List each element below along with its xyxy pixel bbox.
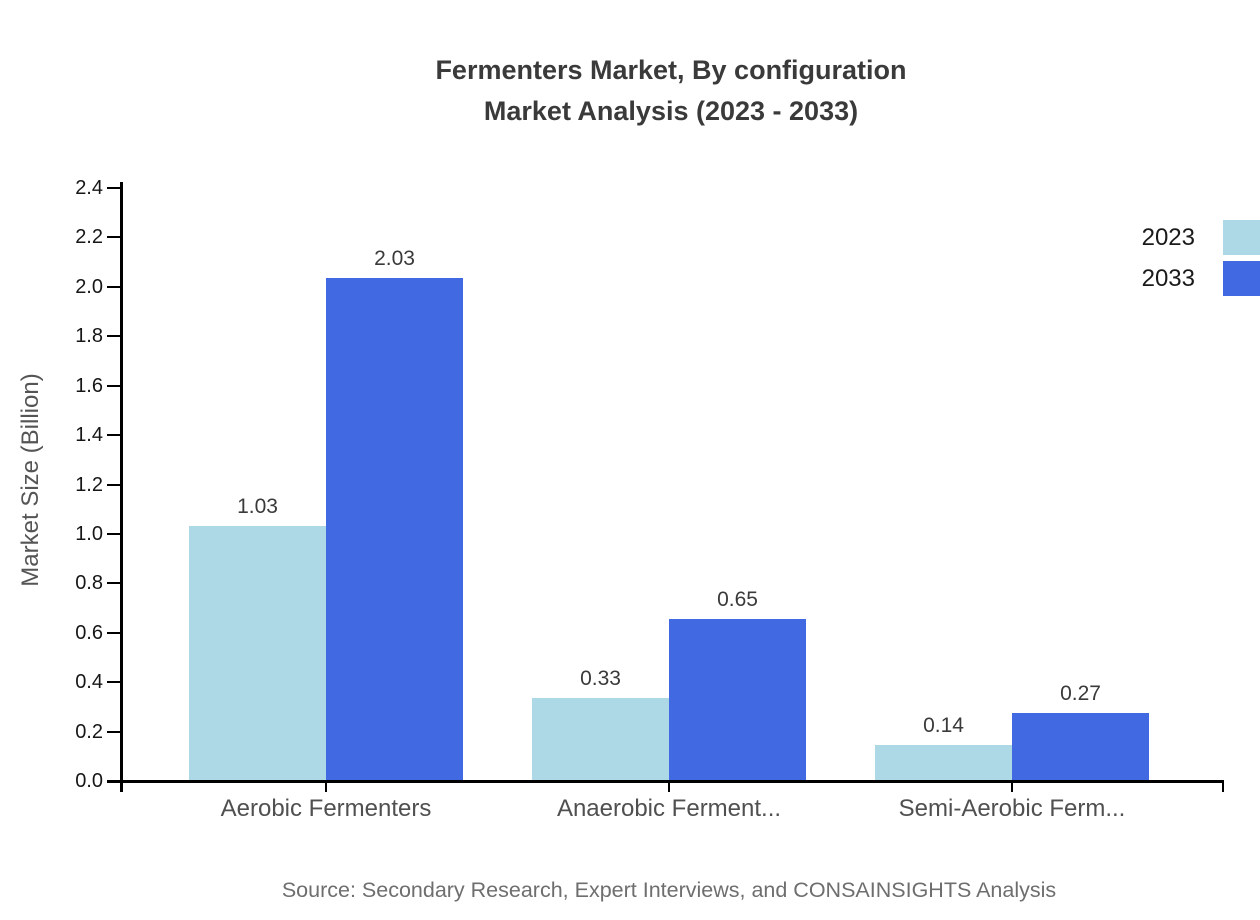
- x-tick-mark: [1011, 783, 1013, 792]
- y-tick-mark: [107, 780, 120, 782]
- y-tick-mark: [107, 335, 120, 338]
- bar-value-label-2023-semi-aerobic-ferm: 0.14: [923, 714, 964, 738]
- y-tick-mark: [107, 730, 120, 733]
- category-label: Anaerobic Ferment...: [556, 795, 782, 822]
- bar-2033-semi-aerobic-ferm: [1012, 713, 1149, 780]
- chart-title: Fermenters Market, By configuration Mark…: [120, 50, 1222, 132]
- bar-value-label-2033-semi-aerobic-ferm: 0.27: [1060, 682, 1101, 706]
- y-tick-label: 0.4: [75, 671, 103, 694]
- bar-value-label-2033-anaerobic-ferment: 0.65: [717, 588, 758, 612]
- bar-value-label-2033-aerobic-fermenters: 2.03: [374, 247, 415, 271]
- y-tick-label: 1.0: [75, 522, 103, 545]
- y-tick-mark: [107, 236, 120, 239]
- y-tick-mark: [107, 384, 120, 387]
- x-tick-mark: [668, 783, 670, 792]
- y-tick-label: 0.8: [75, 572, 103, 595]
- legend-swatch-2023: [1223, 220, 1260, 255]
- bar-value-label-2023-aerobic-fermenters: 1.03: [237, 494, 278, 518]
- y-tick-label: 1.4: [75, 424, 103, 447]
- y-axis-title: Market Size (Billion): [17, 373, 44, 587]
- y-tick-label: 2.2: [75, 226, 103, 249]
- bar-2033-anaerobic-ferment: [669, 619, 806, 780]
- y-tick-label: 2.0: [75, 275, 103, 298]
- chart-title-line1: Fermenters Market, By configuration: [435, 55, 907, 85]
- bar-2023-anaerobic-ferment: [532, 698, 669, 780]
- y-tick-mark: [107, 187, 120, 189]
- y-tick-mark: [107, 631, 120, 634]
- y-tick-mark: [107, 532, 120, 535]
- y-tick-mark: [107, 681, 120, 684]
- y-tick-label: 2.4: [75, 177, 103, 199]
- y-tick-mark: [107, 582, 120, 585]
- y-tick-mark: [107, 434, 120, 437]
- bar-2023-aerobic-fermenters: [189, 525, 326, 780]
- y-tick-label: 1.2: [75, 473, 103, 496]
- y-tick-label: 0.0: [75, 770, 103, 792]
- category-label: Aerobic Fermenters: [220, 795, 432, 822]
- chart-title-line2: Market Analysis (2023 - 2033): [483, 96, 859, 126]
- legend-label-2033: 2033: [1141, 264, 1195, 292]
- y-axis-line: [120, 182, 123, 792]
- bar-2023-semi-aerobic-ferm: [875, 745, 1012, 780]
- legend-label-2023: 2023: [1141, 224, 1195, 251]
- y-tick-label: 1.6: [75, 374, 103, 397]
- y-tick-label: 0.2: [75, 720, 103, 743]
- category-label: Semi-Aerobic Ferm...: [898, 795, 1126, 822]
- y-tick-mark: [107, 483, 120, 486]
- y-tick-mark: [107, 285, 120, 288]
- bar-value-label-2023-anaerobic-ferment: 0.33: [580, 667, 621, 691]
- x-tick-mark: [325, 783, 327, 792]
- x-axis-end-tick: [1222, 783, 1224, 792]
- y-tick-label: 1.8: [75, 325, 103, 348]
- x-axis-line: [107, 780, 1224, 783]
- bar-2033-aerobic-fermenters: [326, 278, 463, 780]
- source-note: Source: Secondary Research, Expert Inter…: [281, 878, 1057, 902]
- y-tick-label: 0.6: [75, 621, 103, 644]
- legend-swatch-2033: [1223, 260, 1260, 296]
